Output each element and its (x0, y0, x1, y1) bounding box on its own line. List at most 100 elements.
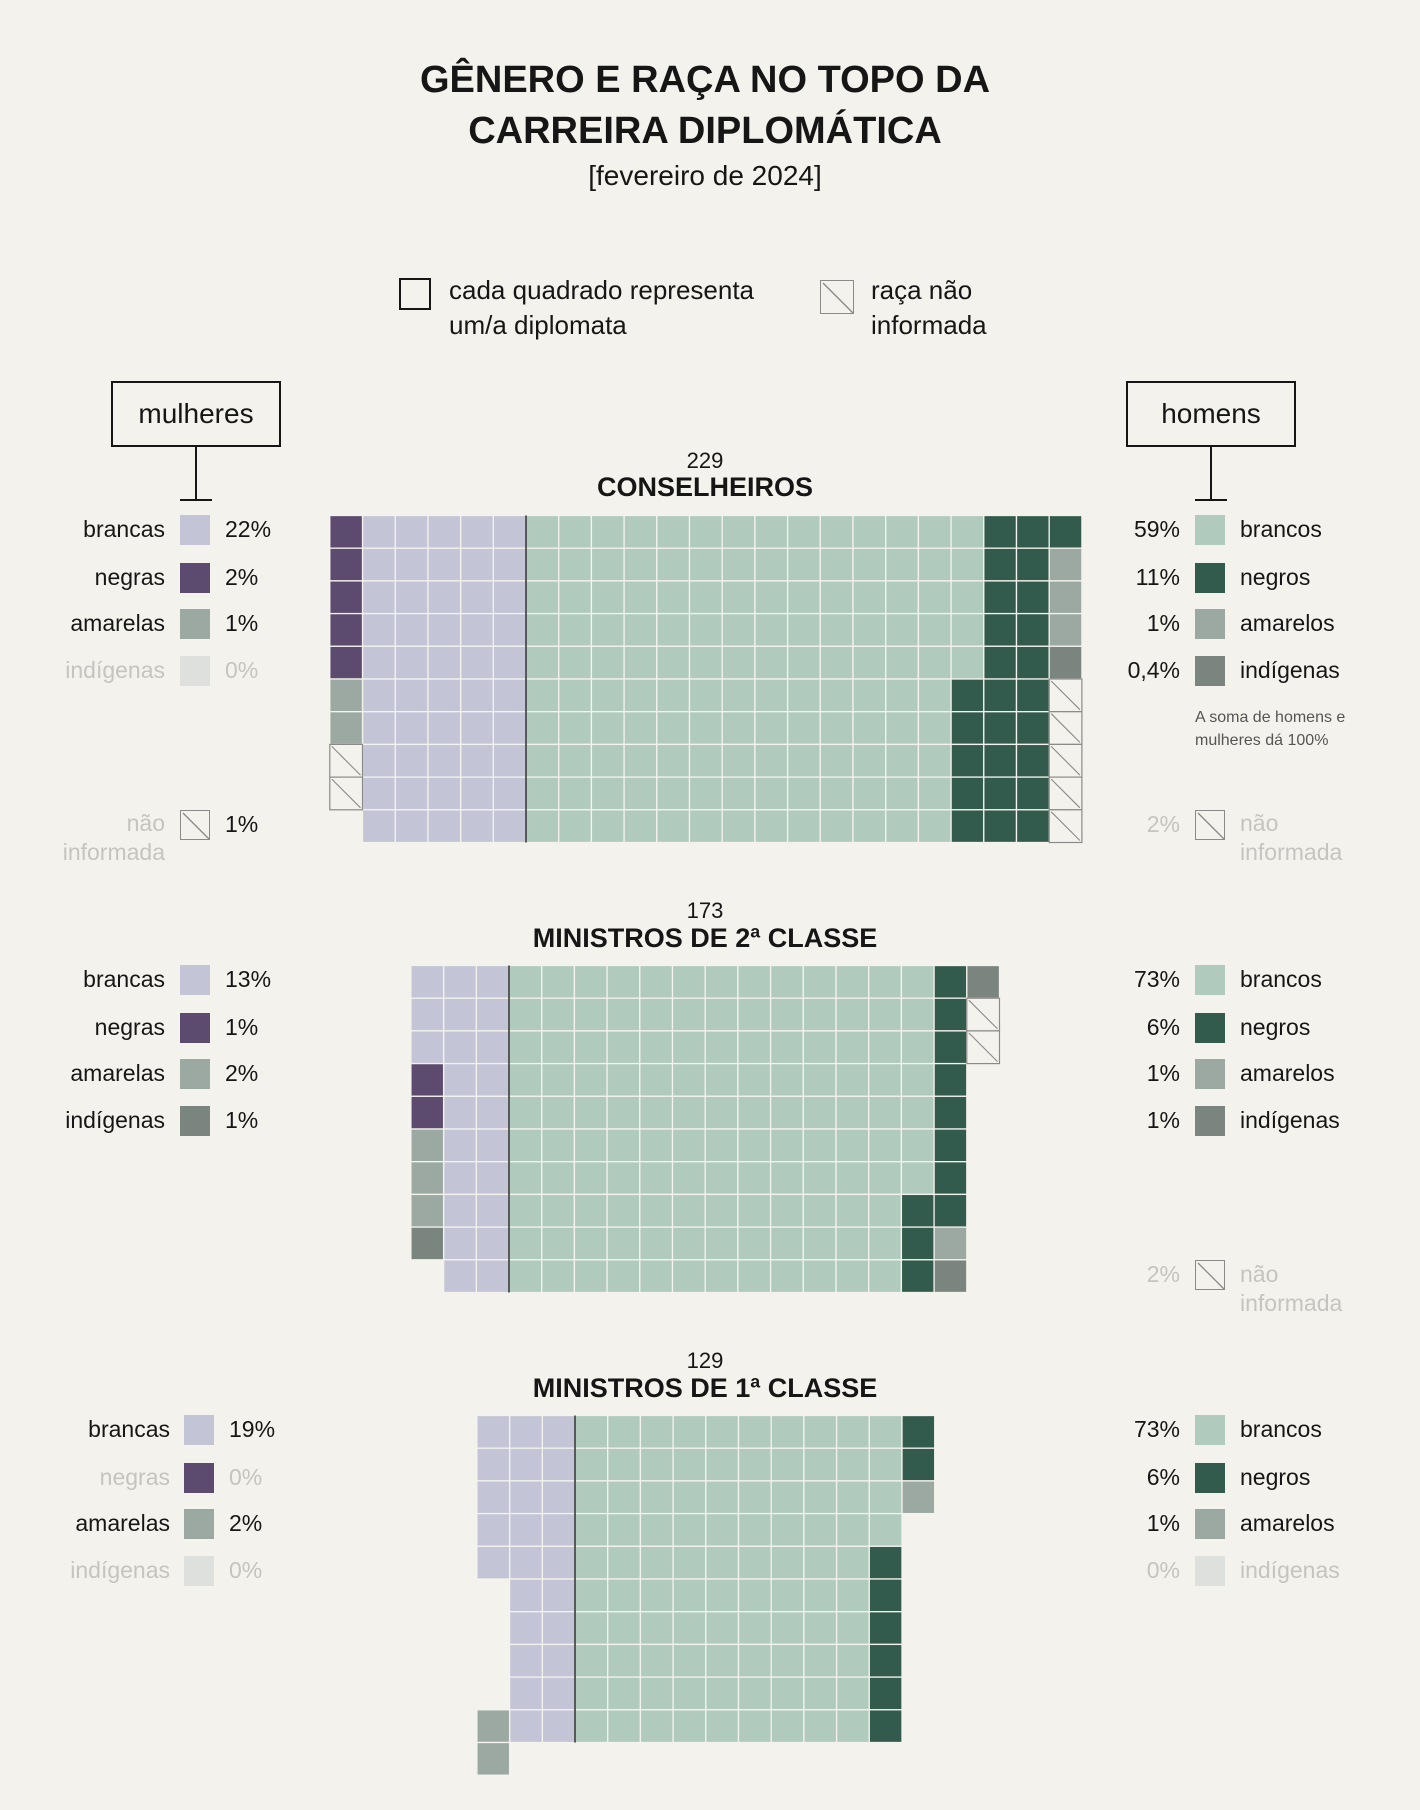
men-white-cell (508, 997, 543, 1032)
men-white-cell (671, 997, 706, 1032)
men-white-cell (508, 1161, 543, 1196)
men-white-cell (558, 678, 593, 713)
men-white-cell (835, 1578, 870, 1613)
men-white-cell (558, 711, 593, 746)
men-white-cell (639, 1062, 674, 1097)
men-white-cell (688, 711, 723, 746)
men-black-cell (933, 1095, 968, 1130)
men-white-cell (508, 1095, 543, 1130)
men-white-cell (573, 964, 608, 999)
men-white-cell (705, 1611, 740, 1646)
s3-women-value-black: 0% (229, 1464, 263, 1490)
men-white-cell (656, 711, 691, 746)
men-white-cell (754, 547, 789, 582)
men-white-cell (721, 809, 756, 844)
men-white-cell (656, 678, 691, 713)
men-white-cell (508, 1128, 543, 1163)
men-white-cell (950, 514, 985, 549)
men-white-cell (819, 612, 854, 647)
men-white-cell (688, 776, 723, 811)
men-white-cell (835, 1062, 870, 1097)
men-black-cell (868, 1709, 903, 1744)
men-white-cell (950, 645, 985, 680)
s1-women-label-indigenous: indígenas (65, 657, 165, 683)
men-white-cell (573, 997, 608, 1032)
men-white-cell (606, 1259, 641, 1294)
men-white-cell (819, 580, 854, 615)
men-white-cell (705, 1414, 740, 1449)
men-black-cell (983, 612, 1018, 647)
men-white-cell (574, 1545, 609, 1580)
men-white-cell (885, 580, 920, 615)
men-white-cell (672, 1447, 707, 1482)
men-white-cell (885, 547, 920, 582)
s1-men-swatch-indigenous (1195, 656, 1225, 686)
men-white-cell (672, 1480, 707, 1515)
women-white-cell (442, 1095, 477, 1130)
men-white-cell (769, 997, 804, 1032)
women-white-cell (394, 514, 429, 549)
men-white-cell (508, 1030, 543, 1065)
women-white-cell (476, 1512, 511, 1547)
women-white-cell (541, 1414, 576, 1449)
men-white-cell (672, 1578, 707, 1613)
women-white-cell (476, 1447, 511, 1482)
women-white-cell (541, 1480, 576, 1515)
women-black-cell (329, 645, 364, 680)
women-white-cell (459, 612, 494, 647)
men-white-cell (656, 612, 691, 647)
men-white-cell (852, 612, 887, 647)
men-white-cell (786, 612, 821, 647)
men-white-cell (868, 1480, 903, 1515)
men-white-cell (704, 1095, 739, 1130)
women-white-cell (475, 1259, 510, 1294)
women-white-cell (427, 547, 462, 582)
men-black-cell (901, 1447, 936, 1482)
s3-women-value-indigenous: 0% (229, 1557, 263, 1583)
title-line-2: CARREIRA DIPLOMÁTICA (468, 110, 942, 152)
men-white-cell (558, 580, 593, 615)
women-white-cell (541, 1545, 576, 1580)
men-white-cell (802, 1161, 837, 1196)
women-white-cell (459, 678, 494, 713)
men-white-cell (769, 1259, 804, 1294)
men-black-cell (1015, 743, 1050, 778)
men-not_informed-cell (1048, 678, 1083, 713)
men-black-cell (868, 1643, 903, 1678)
men-white-cell (705, 1709, 740, 1744)
women-white-cell (476, 1414, 511, 1449)
men-white-cell (868, 1161, 903, 1196)
na-legend-line-1: raça não (871, 275, 973, 305)
men-black-cell (1015, 645, 1050, 680)
men-white-cell (770, 1545, 805, 1580)
men-white-cell (607, 1709, 642, 1744)
women-white-cell (508, 1545, 543, 1580)
men-white-cell (786, 514, 821, 549)
men-black-cell (1015, 612, 1050, 647)
s1-men-na-line-1: não (1240, 810, 1279, 836)
men-white-cell (573, 1226, 608, 1261)
men-white-cell (819, 645, 854, 680)
men-connector (1210, 447, 1212, 500)
men-white-cell (607, 1676, 642, 1711)
men-white-cell (868, 1414, 903, 1449)
men-black-cell (950, 809, 985, 844)
men-white-cell (737, 1259, 772, 1294)
men-white-cell (639, 1259, 674, 1294)
women-asian-cell (476, 1709, 511, 1744)
men-white-cell (721, 514, 756, 549)
men-white-cell (819, 514, 854, 549)
women-white-cell (459, 711, 494, 746)
men-white-cell (885, 809, 920, 844)
men-white-cell (786, 776, 821, 811)
men-white-cell (900, 964, 935, 999)
men-white-cell (803, 1578, 838, 1613)
men-white-cell (574, 1480, 609, 1515)
women-white-cell (541, 1709, 576, 1744)
women-white-cell (410, 997, 445, 1032)
s2-men-label-white: brancos (1240, 966, 1322, 992)
men-white-cell (786, 645, 821, 680)
men-white-cell (802, 997, 837, 1032)
men-white-cell (737, 1226, 772, 1261)
men-white-cell (607, 1643, 642, 1678)
